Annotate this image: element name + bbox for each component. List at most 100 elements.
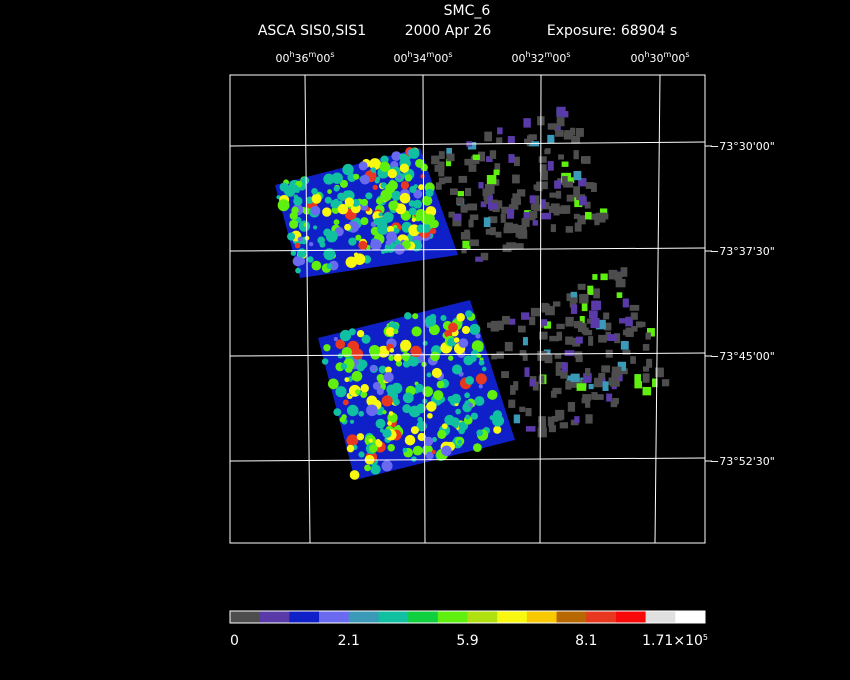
ra-label: 00h36m00s (275, 50, 334, 65)
pixel-blob (478, 359, 485, 366)
pixel-blob (422, 195, 433, 206)
pixel-blob (368, 438, 373, 443)
pixel-blob (313, 225, 318, 230)
pixel-blob (591, 300, 602, 311)
pixel-blob (425, 206, 437, 217)
pixel-blob (418, 184, 425, 191)
pixel-blob (383, 372, 394, 383)
pixel-blob (412, 445, 423, 456)
pixel-blob (370, 239, 382, 251)
pixel-blob (460, 232, 471, 240)
pixel-blob (408, 207, 417, 216)
pixel-blob (585, 399, 591, 408)
pixel-blob (464, 158, 474, 166)
pixel-blob (469, 214, 479, 220)
pixel-blob (457, 439, 463, 445)
pixel-blob (476, 353, 482, 359)
pixel-blob (347, 175, 353, 181)
pixel-blob (625, 316, 633, 327)
pixel-blob (327, 378, 339, 390)
pixel-blob (629, 304, 640, 311)
pixel-blob (508, 154, 515, 163)
colorbar-swatch (408, 611, 439, 623)
ra-label: 00h34m00s (393, 50, 452, 65)
pixel-blob (448, 322, 458, 333)
pixel-blob (590, 317, 600, 328)
pixel-blob (564, 350, 575, 356)
pixel-blob (539, 164, 547, 172)
pixel-blob (584, 211, 592, 220)
pixel-blob (323, 248, 336, 261)
pixel-blob (411, 217, 416, 222)
pixel-blob (358, 240, 368, 250)
pixel-blob (496, 200, 503, 209)
pixel-blob (290, 250, 297, 256)
colorbar-swatch (348, 611, 379, 623)
pixel-blob (525, 408, 532, 417)
pixel-blob (420, 174, 425, 179)
colorbar-swatch (467, 611, 498, 623)
pixel-blob (356, 433, 365, 441)
pixel-blob (327, 189, 332, 194)
pixel-blob (611, 371, 621, 378)
pixel-blob (532, 195, 540, 205)
pixel-blob (413, 189, 423, 199)
pixel-blob (538, 416, 546, 423)
pixel-blob (470, 412, 478, 420)
pixel-blob (511, 198, 521, 205)
pixel-blob (504, 341, 513, 352)
pixel-blob (400, 339, 412, 352)
pixel-blob (565, 380, 572, 390)
pixel-blob (378, 365, 387, 374)
pixel-blob (340, 363, 348, 370)
pixel-blob (453, 424, 459, 429)
pixel-blob (388, 411, 394, 416)
pixel-blob (379, 161, 391, 173)
pixel-blob (413, 184, 418, 189)
pixel-blob (532, 220, 538, 226)
pixel-blob (513, 414, 521, 424)
pixel-blob (333, 408, 342, 417)
pixel-blob (473, 443, 482, 452)
dec-label: −73°52'30" (710, 455, 775, 468)
pixel-blob (549, 192, 559, 198)
pixel-blob (342, 399, 349, 406)
pixel-blob (517, 225, 527, 233)
pixel-blob (427, 412, 433, 419)
pixel-blob (486, 175, 497, 185)
pixel-blob (458, 427, 466, 435)
pixel-blob (588, 383, 594, 390)
pixel-blob (522, 354, 528, 361)
frame (229, 74, 706, 544)
pixel-blob (608, 377, 617, 386)
pixel-blob (294, 242, 301, 249)
pixel-blob (323, 173, 335, 185)
pixel-blob (556, 323, 565, 330)
pixel-blob (481, 366, 487, 372)
pixel-blob (339, 179, 349, 189)
pixel-blob (548, 425, 556, 433)
pixel-blob (339, 329, 352, 342)
pixel-blob (482, 188, 492, 197)
pixel-blob (566, 194, 577, 202)
pixel-blob (465, 187, 472, 197)
pixel-blob (493, 425, 502, 434)
pixel-blob (358, 410, 365, 417)
pixel-blob (511, 223, 519, 234)
pixel-blob (570, 127, 576, 136)
pixel-blob (323, 344, 331, 352)
ra-label: 00h32m00s (511, 50, 570, 65)
pixel-blob (382, 410, 387, 415)
pixel-blob (552, 387, 562, 395)
pixel-blob (324, 196, 332, 204)
colorbar-label: 5.9 (456, 633, 478, 649)
pixel-blob (654, 367, 664, 378)
pixel-blob (506, 208, 515, 219)
pixel-blob (323, 228, 332, 237)
pixel-blob (380, 182, 387, 189)
dec-label: −73°45'00" (710, 350, 775, 363)
pixel-blob (509, 318, 516, 325)
pixel-blob (381, 395, 393, 407)
pixel-blob (438, 151, 445, 160)
